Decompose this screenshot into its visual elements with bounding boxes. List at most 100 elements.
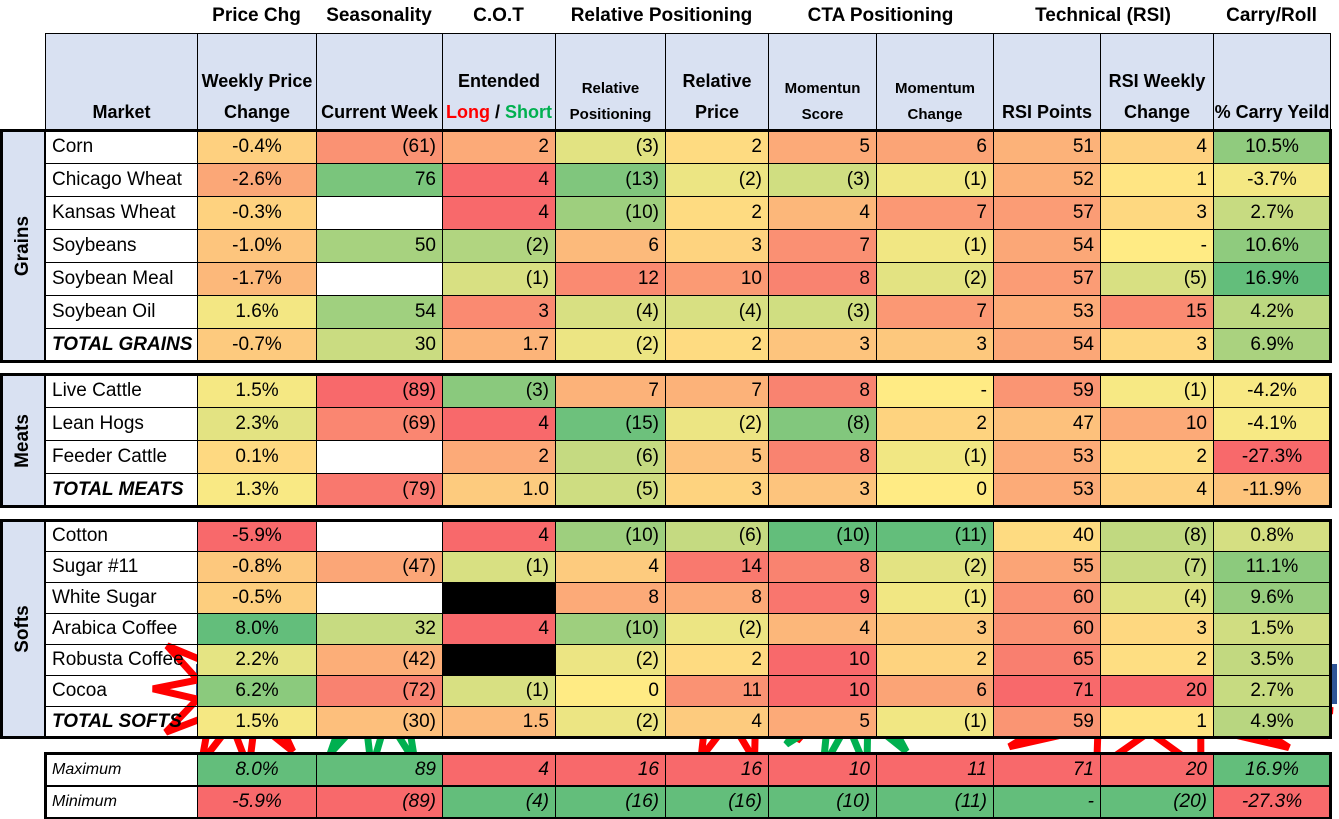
- cell-rsi[interactable]: 52: [993, 163, 1101, 197]
- cell-relpos[interactable]: 8: [555, 582, 666, 614]
- market-name[interactable]: Robusta Coffee: [45, 644, 198, 676]
- cell-weekly[interactable]: 0.1%: [197, 440, 317, 474]
- cell-rsiwk[interactable]: 3: [1100, 613, 1214, 645]
- cell-carry[interactable]: 10.6%: [1213, 229, 1331, 263]
- cell-weekly[interactable]: 6.2%: [197, 675, 317, 707]
- column-header-momchg[interactable]: Momentum Change: [876, 33, 994, 131]
- cell-momscore[interactable]: 8: [768, 551, 877, 583]
- cell-current[interactable]: (89): [316, 374, 443, 408]
- cell-relpos[interactable]: 6: [555, 229, 666, 263]
- market-name[interactable]: Chicago Wheat: [45, 163, 198, 197]
- cell-cot[interactable]: 4: [442, 163, 556, 197]
- cell-rsi[interactable]: 71: [993, 675, 1101, 707]
- cell-cot[interactable]: (1): [442, 551, 556, 583]
- cell-rsi[interactable]: 59: [993, 374, 1101, 408]
- cell-rsiwk[interactable]: 20: [1100, 675, 1214, 707]
- cell-rsi[interactable]: 57: [993, 196, 1101, 230]
- cell-momchg[interactable]: -: [876, 374, 994, 408]
- cell-momchg[interactable]: (2): [876, 262, 994, 296]
- cell-current[interactable]: (79): [316, 473, 443, 507]
- cell-relprice[interactable]: 2: [665, 328, 769, 362]
- cell-current[interactable]: [316, 520, 443, 552]
- cell-cot[interactable]: (1): [442, 262, 556, 296]
- cell-momchg[interactable]: (1): [876, 440, 994, 474]
- cell-relpos[interactable]: (2): [555, 706, 666, 738]
- cell-cot[interactable]: 4: [442, 613, 556, 645]
- cell-rsi[interactable]: 60: [993, 613, 1101, 645]
- cell-cot[interactable]: 2: [442, 440, 556, 474]
- cell-relprice[interactable]: 10: [665, 262, 769, 296]
- cell-momchg[interactable]: (1): [876, 163, 994, 197]
- cell-carry[interactable]: 2.7%: [1213, 196, 1331, 230]
- cell-momscore[interactable]: 9: [768, 582, 877, 614]
- cell-relprice[interactable]: 11: [665, 675, 769, 707]
- cell-momscore[interactable]: 4: [768, 613, 877, 645]
- cell-momchg[interactable]: 0: [876, 473, 994, 507]
- cell-relpos[interactable]: 12: [555, 262, 666, 296]
- cell-rsiwk[interactable]: -: [1100, 229, 1214, 263]
- cell-carry[interactable]: 9.6%: [1213, 582, 1331, 614]
- cell-rsiwk[interactable]: 4: [1100, 130, 1214, 164]
- cell-relprice[interactable]: 2: [665, 130, 769, 164]
- market-name[interactable]: Feeder Cattle: [45, 440, 198, 474]
- cell-momscore[interactable]: 10: [768, 644, 877, 676]
- cell-rsiwk[interactable]: (7): [1100, 551, 1214, 583]
- cell-momscore[interactable]: 8: [768, 440, 877, 474]
- market-name[interactable]: Sugar #11: [45, 551, 198, 583]
- cell-rsiwk[interactable]: 15: [1100, 295, 1214, 329]
- cell-momscore[interactable]: (3): [768, 295, 877, 329]
- cell-weekly[interactable]: -0.8%: [197, 551, 317, 583]
- cell-momscore[interactable]: (3): [768, 163, 877, 197]
- cell-rsiwk[interactable]: (4): [1100, 582, 1214, 614]
- cell-carry[interactable]: -3.7%: [1213, 163, 1331, 197]
- cell-weekly[interactable]: 2.3%: [197, 407, 317, 441]
- column-header-weekly[interactable]: Weekly Price Change: [197, 33, 317, 131]
- cell-cot[interactable]: 1.0: [442, 473, 556, 507]
- cell-carry[interactable]: 16.9%: [1213, 262, 1331, 296]
- market-name[interactable]: TOTAL GRAINS: [45, 328, 198, 362]
- cell-rsiwk[interactable]: 4: [1100, 473, 1214, 507]
- column-header-relpos[interactable]: Relative Positioning: [555, 33, 666, 131]
- cell-current[interactable]: (61): [316, 130, 443, 164]
- cell-relprice[interactable]: (2): [665, 613, 769, 645]
- cell-momchg[interactable]: (1): [876, 582, 994, 614]
- cell-momscore[interactable]: (10): [768, 520, 877, 552]
- cell-weekly[interactable]: -0.7%: [197, 328, 317, 362]
- cell-carry[interactable]: -4.2%: [1213, 374, 1331, 408]
- cell-current[interactable]: (30): [316, 706, 443, 738]
- cell-rsiwk[interactable]: 3: [1100, 196, 1214, 230]
- cell-relpos[interactable]: (6): [555, 440, 666, 474]
- cell-weekly[interactable]: -5.9%: [197, 520, 317, 552]
- cell-weekly[interactable]: -0.3%: [197, 196, 317, 230]
- cell-momchg[interactable]: 2: [876, 644, 994, 676]
- cell-carry[interactable]: 4.9%: [1213, 706, 1331, 738]
- cell-rsi[interactable]: 60: [993, 582, 1101, 614]
- cell-relpos[interactable]: (2): [555, 644, 666, 676]
- cell-momchg[interactable]: (2): [876, 551, 994, 583]
- cell-momchg[interactable]: 6: [876, 130, 994, 164]
- cell-rsiwk[interactable]: 3: [1100, 328, 1214, 362]
- cell-current[interactable]: 50: [316, 229, 443, 263]
- cell-momscore[interactable]: 7: [768, 229, 877, 263]
- cell-momchg[interactable]: 2: [876, 407, 994, 441]
- cell-relpos[interactable]: (5): [555, 473, 666, 507]
- cell-rsi[interactable]: 53: [993, 473, 1101, 507]
- cell-current[interactable]: [316, 262, 443, 296]
- market-name[interactable]: Cocoa: [45, 675, 198, 707]
- cell-cot[interactable]: (1): [442, 675, 556, 707]
- cell-cot[interactable]: 1.5: [442, 706, 556, 738]
- cell-current[interactable]: [316, 440, 443, 474]
- cell-rsi[interactable]: 55: [993, 551, 1101, 583]
- cell-weekly[interactable]: 8.0%: [197, 613, 317, 645]
- cell-momchg[interactable]: 7: [876, 196, 994, 230]
- cell-relprice[interactable]: 5: [665, 440, 769, 474]
- cell-relpos[interactable]: 7: [555, 374, 666, 408]
- cell-relpos[interactable]: (2): [555, 328, 666, 362]
- cell-weekly[interactable]: 1.5%: [197, 706, 317, 738]
- cell-momscore[interactable]: 4: [768, 196, 877, 230]
- cell-rsiwk[interactable]: (5): [1100, 262, 1214, 296]
- cell-cot[interactable]: (2): [442, 229, 556, 263]
- cell-relprice[interactable]: (6): [665, 520, 769, 552]
- cell-momchg[interactable]: 3: [876, 328, 994, 362]
- cell-carry[interactable]: -4.1%: [1213, 407, 1331, 441]
